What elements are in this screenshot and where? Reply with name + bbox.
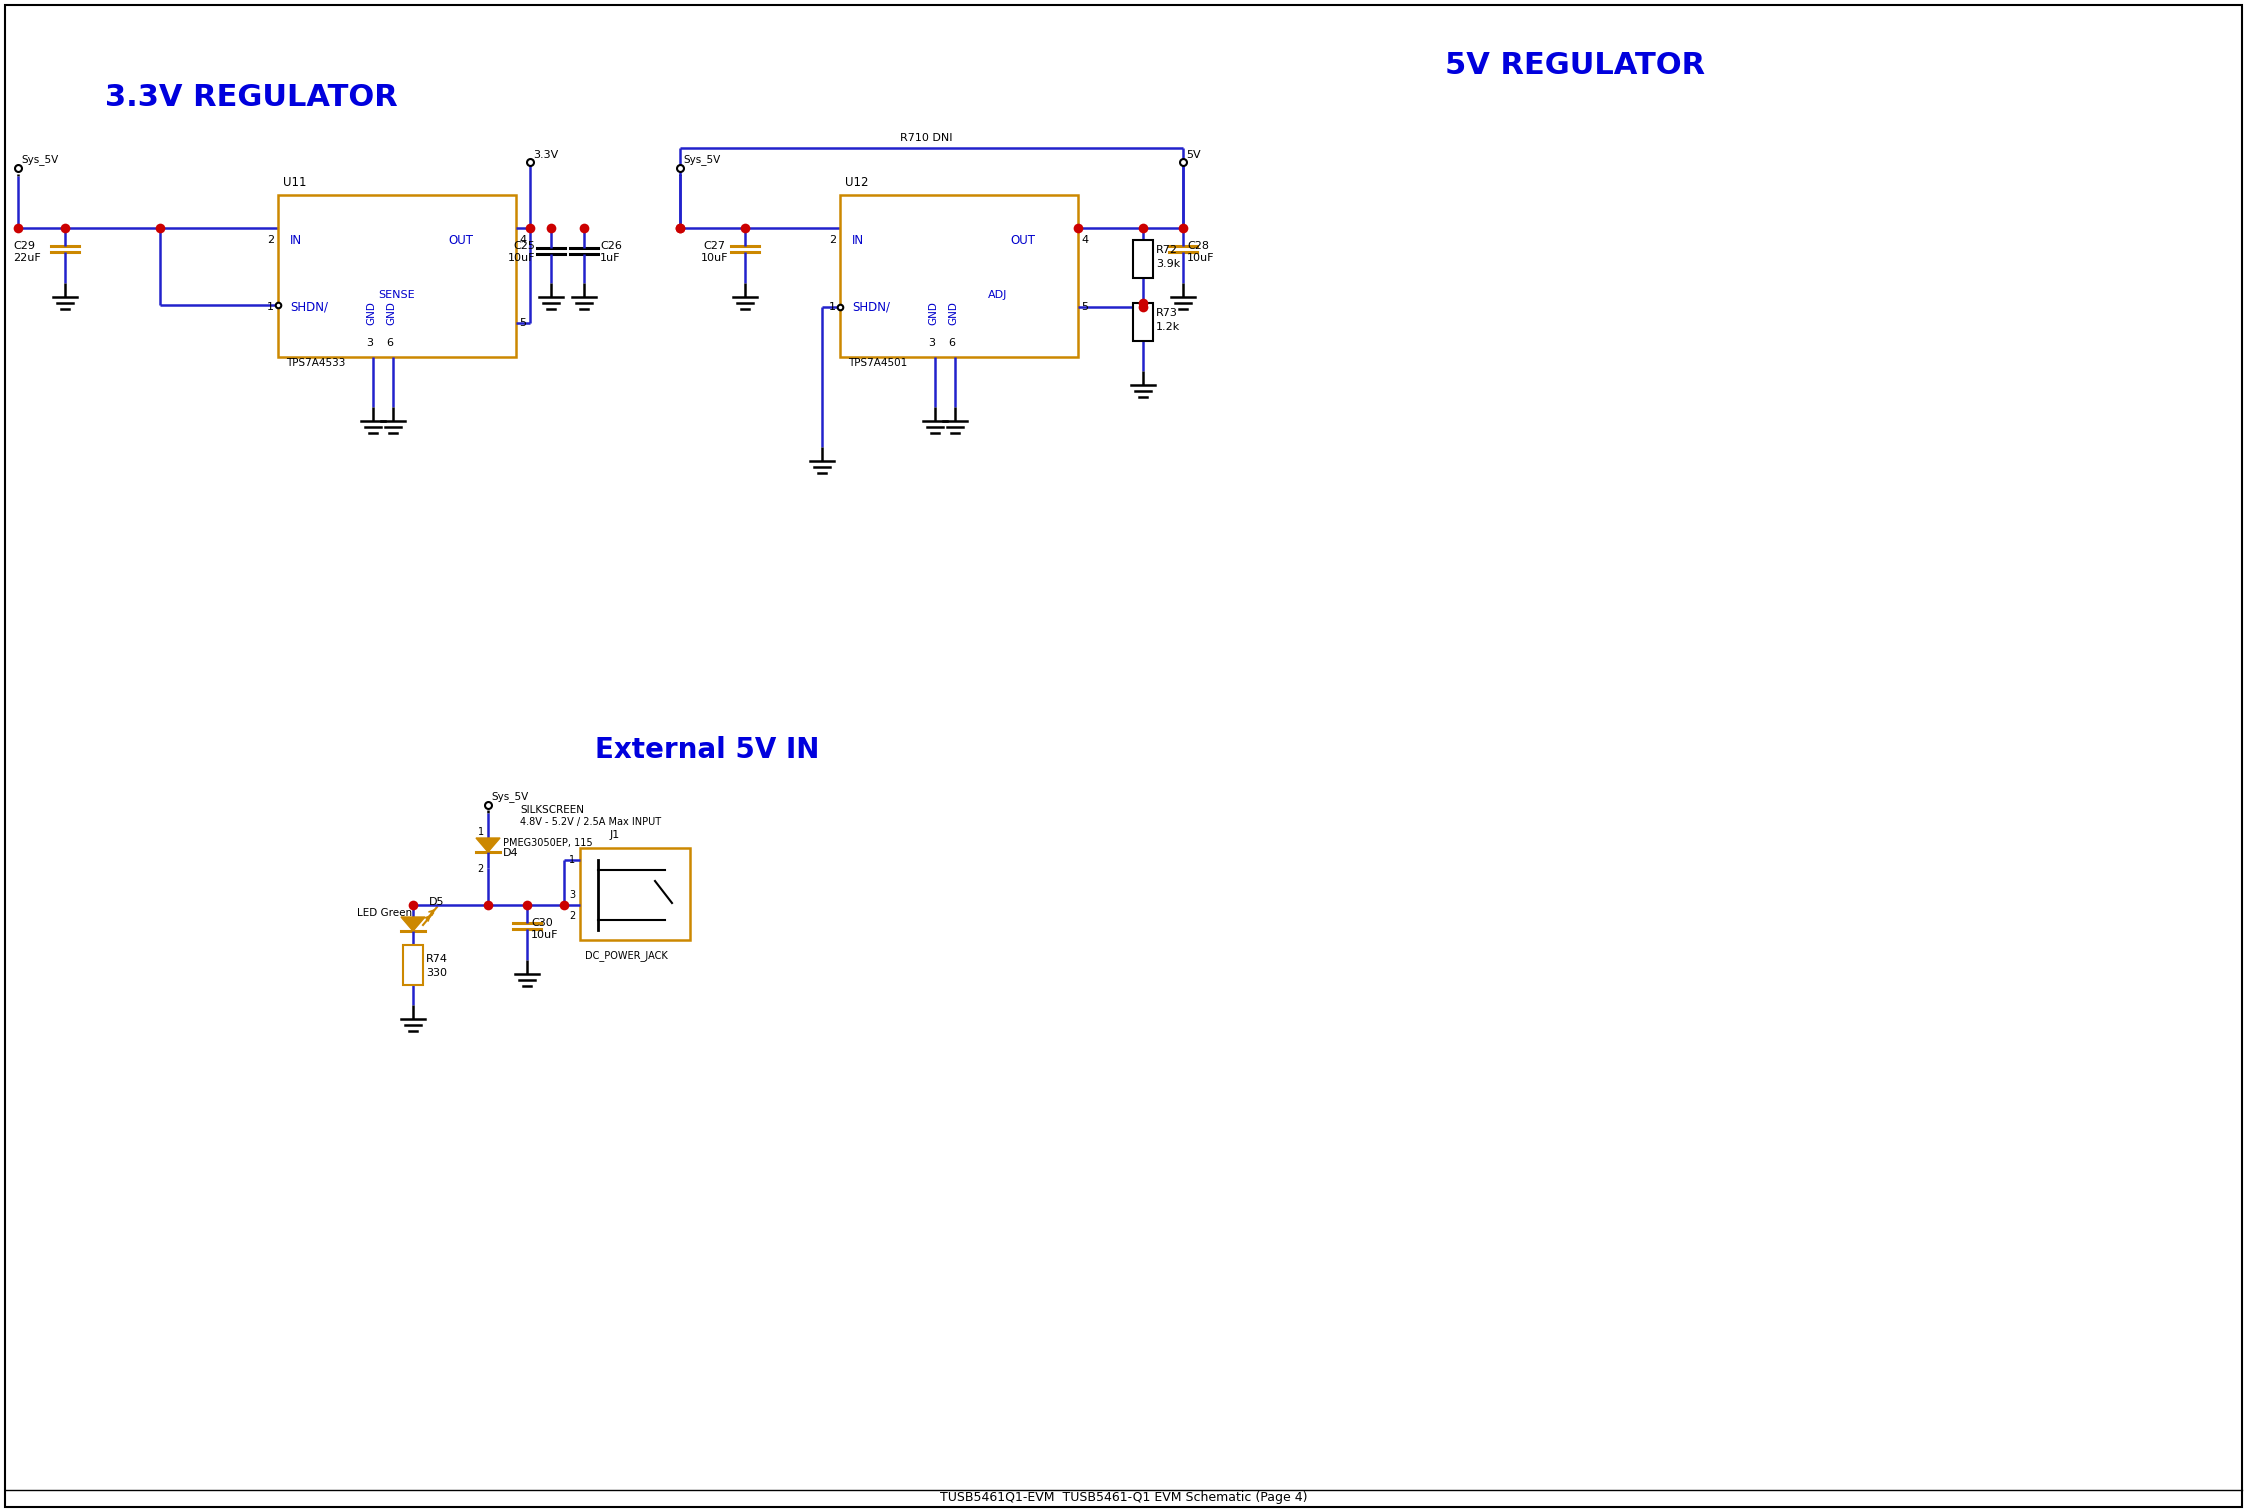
Text: 4.8V - 5.2V / 2.5A Max INPUT: 4.8V - 5.2V / 2.5A Max INPUT bbox=[519, 816, 661, 827]
Text: C28: C28 bbox=[1186, 240, 1209, 251]
Text: 1: 1 bbox=[267, 302, 274, 311]
Text: C29: C29 bbox=[13, 240, 36, 251]
Text: D5: D5 bbox=[429, 897, 445, 907]
Text: SHDN/: SHDN/ bbox=[852, 301, 890, 313]
Text: R74: R74 bbox=[427, 954, 447, 965]
Text: TUSB5461Q1-EVM  TUSB5461-Q1 EVM Schematic (Page 4): TUSB5461Q1-EVM TUSB5461-Q1 EVM Schematic… bbox=[939, 1491, 1308, 1504]
Text: 3.3V REGULATOR: 3.3V REGULATOR bbox=[106, 83, 398, 112]
Text: ADJ: ADJ bbox=[989, 290, 1007, 299]
Bar bbox=[279, 195, 517, 357]
Text: GND: GND bbox=[386, 301, 395, 325]
Text: C30: C30 bbox=[530, 918, 553, 928]
Text: 3: 3 bbox=[928, 339, 935, 348]
Text: 2: 2 bbox=[568, 912, 575, 921]
Text: TPS7A4533: TPS7A4533 bbox=[285, 358, 346, 367]
Text: 3.9k: 3.9k bbox=[1155, 259, 1180, 269]
Text: External 5V IN: External 5V IN bbox=[595, 736, 820, 764]
Bar bbox=[580, 848, 690, 940]
Text: R72: R72 bbox=[1155, 245, 1177, 256]
Text: C27: C27 bbox=[703, 240, 726, 251]
Bar bbox=[1132, 240, 1153, 278]
Text: 330: 330 bbox=[427, 968, 447, 978]
Bar bbox=[840, 195, 1079, 357]
Text: 10uF: 10uF bbox=[530, 930, 560, 940]
Text: 3.3V: 3.3V bbox=[533, 150, 557, 160]
Text: 4: 4 bbox=[1081, 234, 1088, 245]
Text: 5: 5 bbox=[519, 318, 526, 328]
Text: J1: J1 bbox=[609, 830, 620, 841]
Text: 6: 6 bbox=[386, 339, 393, 348]
Bar bbox=[402, 945, 422, 984]
Text: SILKSCREEN: SILKSCREEN bbox=[519, 804, 584, 815]
Text: Sys_5V: Sys_5V bbox=[492, 792, 528, 803]
Text: 5: 5 bbox=[1081, 302, 1088, 311]
Text: 1.2k: 1.2k bbox=[1155, 322, 1180, 333]
Text: 1: 1 bbox=[829, 302, 836, 311]
Text: SHDN/: SHDN/ bbox=[290, 301, 328, 313]
Text: 10uF: 10uF bbox=[508, 253, 535, 263]
Polygon shape bbox=[476, 838, 501, 851]
Text: 2: 2 bbox=[829, 234, 836, 245]
Text: 3: 3 bbox=[366, 339, 373, 348]
Text: GND: GND bbox=[928, 301, 937, 325]
Text: 2: 2 bbox=[479, 863, 483, 874]
Polygon shape bbox=[400, 916, 425, 931]
Text: 5V REGULATOR: 5V REGULATOR bbox=[1445, 50, 1705, 80]
Text: DC_POWER_JACK: DC_POWER_JACK bbox=[584, 951, 667, 962]
Text: Sys_5V: Sys_5V bbox=[683, 154, 721, 165]
Text: 22uF: 22uF bbox=[13, 253, 40, 263]
Text: TPS7A4501: TPS7A4501 bbox=[847, 358, 908, 367]
Text: IN: IN bbox=[852, 233, 865, 246]
Text: 4: 4 bbox=[519, 234, 526, 245]
Text: 10uF: 10uF bbox=[1186, 253, 1213, 263]
Text: 10uF: 10uF bbox=[701, 253, 728, 263]
Text: OUT: OUT bbox=[1009, 233, 1036, 246]
Bar bbox=[1132, 302, 1153, 342]
Text: 1: 1 bbox=[568, 854, 575, 865]
Text: R710 DNI: R710 DNI bbox=[901, 133, 953, 144]
Text: C26: C26 bbox=[600, 240, 622, 251]
Text: D4: D4 bbox=[503, 848, 519, 857]
Text: U11: U11 bbox=[283, 177, 306, 189]
Text: Sys_5V: Sys_5V bbox=[20, 154, 58, 165]
Text: 3: 3 bbox=[568, 891, 575, 900]
Text: GND: GND bbox=[948, 301, 957, 325]
Text: SENSE: SENSE bbox=[377, 290, 416, 299]
Text: LED Green: LED Green bbox=[357, 909, 411, 918]
Text: GND: GND bbox=[366, 301, 375, 325]
Text: U12: U12 bbox=[845, 177, 870, 189]
Text: 1: 1 bbox=[479, 827, 483, 838]
Text: C25: C25 bbox=[512, 240, 535, 251]
Text: PMEG3050EP, 115: PMEG3050EP, 115 bbox=[503, 838, 593, 848]
Text: 6: 6 bbox=[948, 339, 955, 348]
Text: 2: 2 bbox=[267, 234, 274, 245]
Text: OUT: OUT bbox=[447, 233, 474, 246]
Text: IN: IN bbox=[290, 233, 301, 246]
Text: 1uF: 1uF bbox=[600, 253, 620, 263]
Text: R73: R73 bbox=[1155, 308, 1177, 318]
Text: 5V: 5V bbox=[1186, 150, 1200, 160]
